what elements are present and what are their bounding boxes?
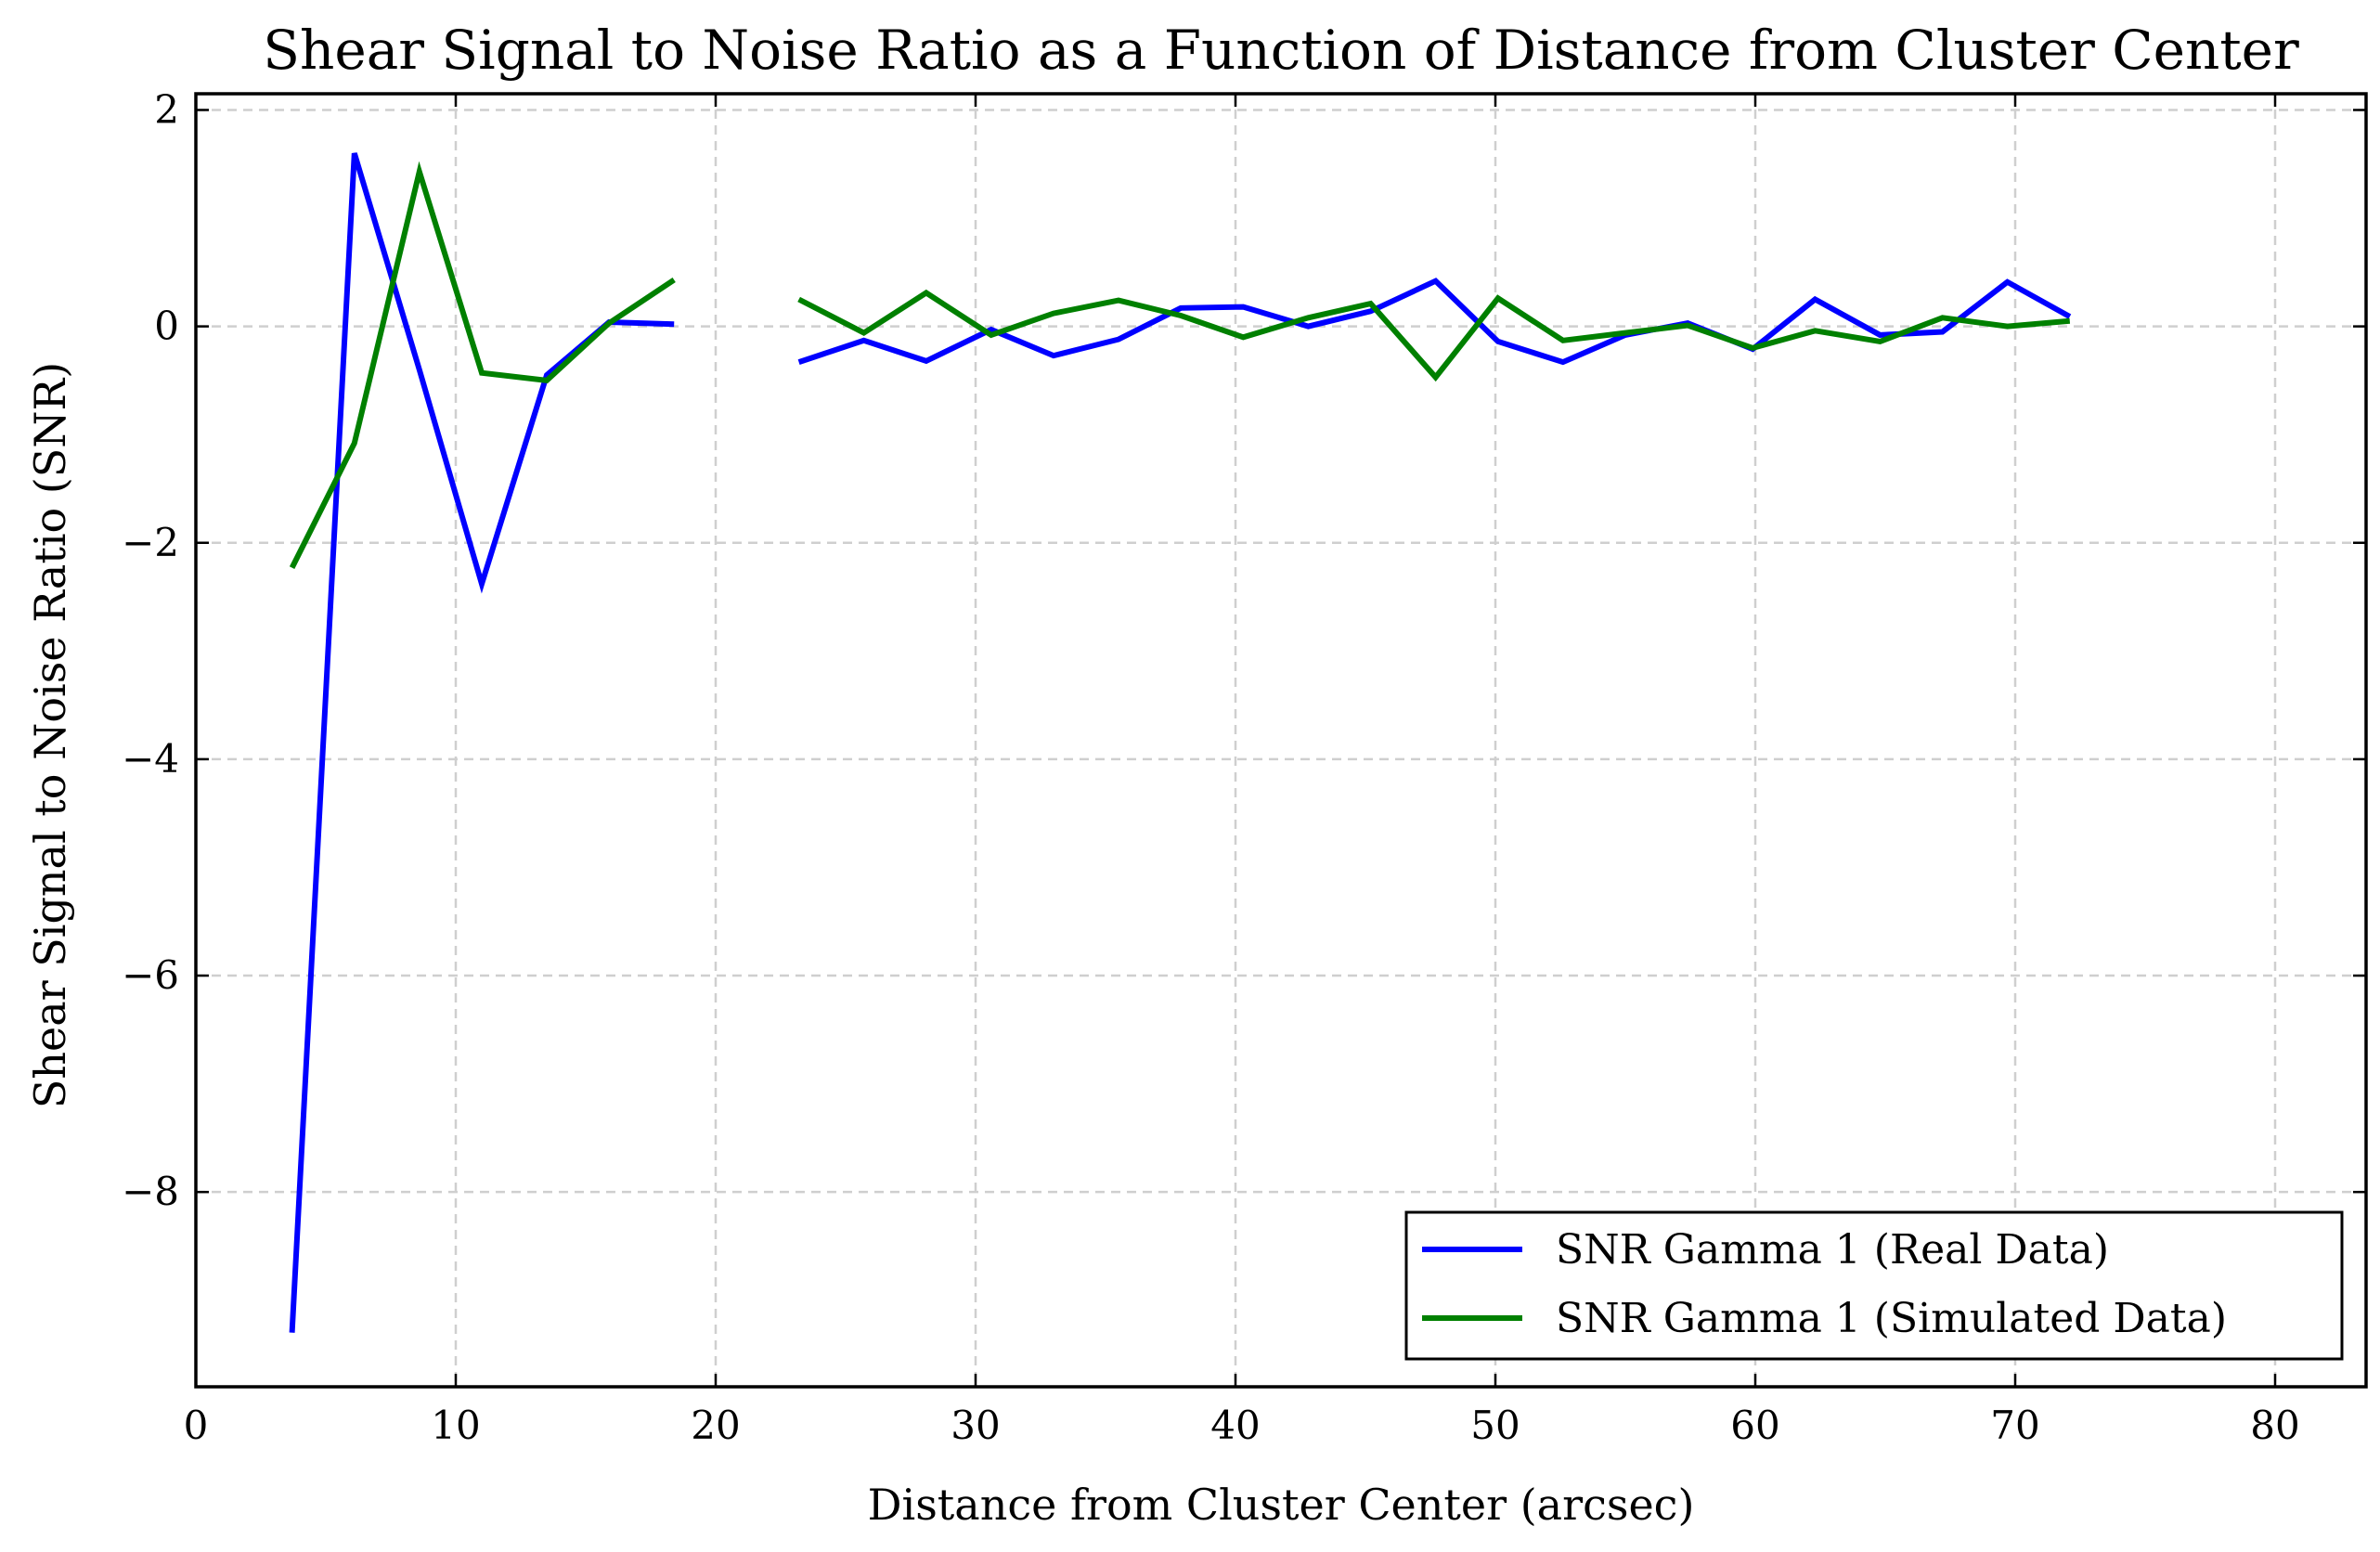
x-tick-label: 20 [691,1403,740,1448]
x-tick-label: 30 [951,1403,1000,1448]
x-tick-label: 0 [184,1403,209,1448]
x-tick-label: 40 [1210,1403,1260,1448]
chart-title: Shear Signal to Noise Ratio as a Functio… [263,19,2299,82]
y-tick-label: −2 [122,520,179,565]
legend-label-simulated-data: SNR Gamma 1 (Simulated Data) [1556,1295,2227,1342]
x-tick-label: 60 [1730,1403,1779,1448]
x-axis-label: Distance from Cluster Center (arcsec) [868,1480,1695,1530]
x-tick-label: 10 [431,1403,480,1448]
y-tick-label: 2 [154,86,179,132]
x-tick-label: 80 [2250,1403,2299,1448]
legend: SNR Gamma 1 (Real Data) SNR Gamma 1 (Sim… [1404,1210,2344,1361]
y-axis-label: Shear Signal to Noise Ratio (SNR) [25,362,75,1108]
plot-frame [194,92,2368,1389]
x-tick-label: 70 [1990,1403,2039,1448]
y-tick-label: −6 [122,952,179,998]
x-tick-label: 50 [1470,1403,1520,1448]
series-lines [289,152,2072,1333]
legend-box [1404,1210,2344,1361]
series-line-simulated-data [289,161,2071,569]
legend-label-real-data: SNR Gamma 1 (Real Data) [1556,1226,2109,1274]
y-tick-label: −8 [122,1169,179,1214]
y-tick-label: 0 [154,304,179,349]
y-tick-label: −4 [122,736,179,782]
